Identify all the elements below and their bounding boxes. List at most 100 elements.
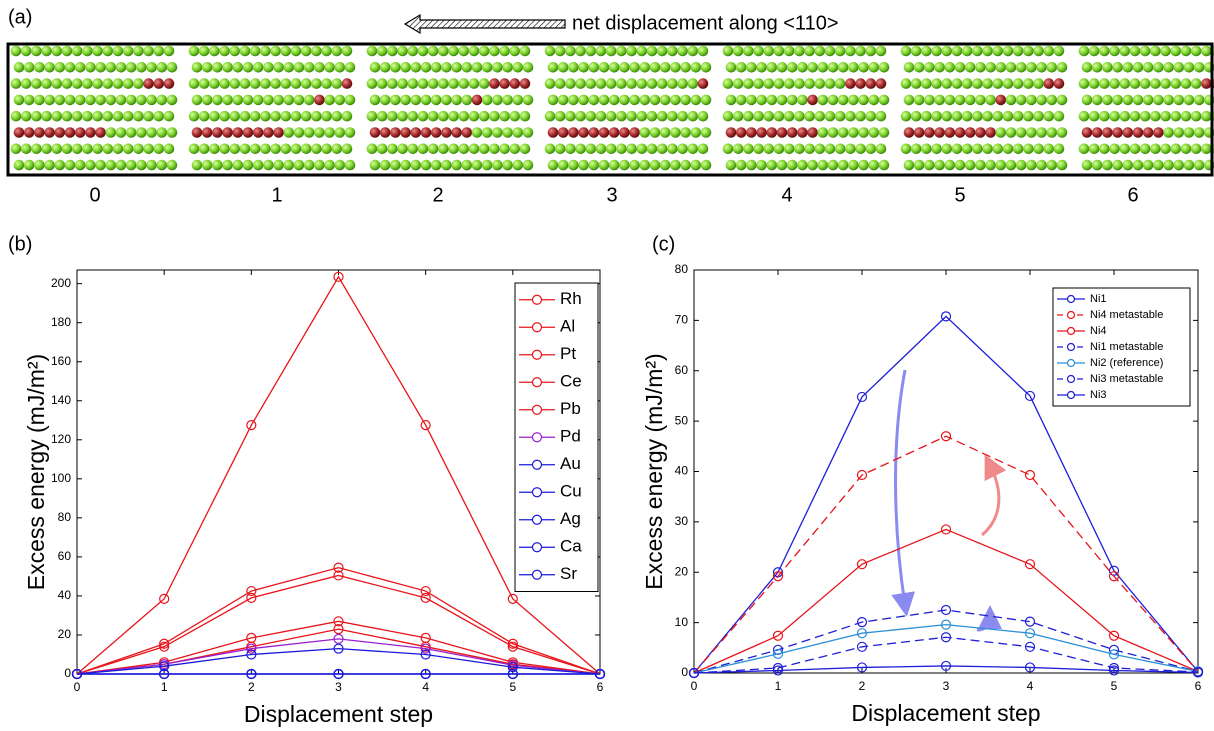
green-atom <box>722 45 734 57</box>
green-atom <box>807 62 818 73</box>
data-point <box>772 571 784 582</box>
green-atom <box>64 94 76 106</box>
green-atom <box>817 94 829 106</box>
red-atom <box>430 127 442 138</box>
green-atom <box>616 143 627 155</box>
y-tick-label: 180 <box>51 315 71 329</box>
green-atom <box>222 159 233 171</box>
green-atom <box>20 110 32 122</box>
green-atom <box>379 159 391 171</box>
green-atom <box>290 45 302 57</box>
green-atom <box>1043 143 1055 155</box>
green-atom <box>1053 110 1065 122</box>
green-atom <box>95 159 106 171</box>
data-point <box>1108 649 1120 660</box>
green-atom <box>10 78 22 89</box>
green-atom <box>608 159 620 171</box>
green-atom <box>910 78 922 89</box>
green-atom <box>10 143 22 155</box>
series-line <box>76 566 601 675</box>
legend-label: Au <box>560 454 581 473</box>
green-atom <box>913 159 925 171</box>
green-atom <box>700 127 712 138</box>
green-atom <box>568 94 579 106</box>
x-tick-label: 5 <box>1111 679 1118 693</box>
green-atom <box>900 143 912 155</box>
y-tick-label: 30 <box>675 514 689 528</box>
green-atom <box>41 143 52 155</box>
panel-label: (c) <box>652 233 675 255</box>
green-atom <box>369 94 381 106</box>
green-atom <box>481 62 493 73</box>
data-point <box>1024 390 1036 402</box>
green-atom <box>1088 110 1100 122</box>
green-atom <box>461 94 473 106</box>
green-atom <box>544 45 556 57</box>
green-atom <box>112 45 124 57</box>
green-atom <box>588 94 600 106</box>
green-atom <box>387 110 398 122</box>
green-atom <box>575 143 586 155</box>
green-atom <box>934 94 945 106</box>
green-atom <box>280 110 292 122</box>
red-atom <box>400 127 411 138</box>
red-atom <box>191 127 203 138</box>
green-atom <box>311 45 322 57</box>
green-atom <box>773 110 785 122</box>
data-point <box>333 643 344 654</box>
green-atom <box>575 78 586 89</box>
green-atom <box>964 159 976 171</box>
green-atom <box>794 143 805 155</box>
green-atom <box>92 143 103 155</box>
green-atom <box>1102 62 1113 73</box>
legend-label: Sr <box>560 564 577 583</box>
legend-label: Ag <box>560 509 581 528</box>
green-atom <box>636 143 648 155</box>
green-atom <box>260 78 271 89</box>
green-atom <box>639 62 651 73</box>
series-line <box>693 528 1199 674</box>
green-atom <box>972 78 983 89</box>
green-atom <box>1033 143 1044 155</box>
green-atom <box>687 143 699 155</box>
green-atom <box>924 62 935 73</box>
green-atom <box>814 110 826 122</box>
green-atom <box>85 159 96 171</box>
legend-label: Cu <box>560 482 582 501</box>
green-atom <box>260 110 271 122</box>
green-atom <box>1053 143 1065 155</box>
green-atom <box>817 62 829 73</box>
red-atom <box>547 127 559 138</box>
green-atom <box>122 78 134 89</box>
green-atom <box>438 143 449 155</box>
green-atom <box>1112 62 1123 73</box>
red-atom <box>786 127 798 138</box>
green-atom <box>964 62 976 73</box>
green-atom <box>1109 110 1120 122</box>
green-atom <box>407 78 419 89</box>
green-atom <box>270 110 281 122</box>
green-atom <box>1109 45 1120 57</box>
green-atom <box>1150 110 1161 122</box>
red-atom <box>746 127 757 138</box>
green-atom <box>837 159 849 171</box>
data-point <box>940 660 952 672</box>
green-atom <box>1005 159 1017 171</box>
trend-arrow <box>981 454 1007 537</box>
green-atom <box>136 62 147 73</box>
y-tick-label: 20 <box>58 627 72 641</box>
green-atom <box>191 159 203 171</box>
green-atom <box>229 110 241 122</box>
legend-marker <box>531 514 543 525</box>
data-point <box>333 668 344 680</box>
frame-label: 4 <box>781 184 792 206</box>
green-atom <box>458 110 470 122</box>
green-atom <box>743 110 754 122</box>
green-atom <box>756 94 767 106</box>
green-atom <box>300 78 312 89</box>
green-atom <box>303 94 315 106</box>
green-atom <box>331 45 343 57</box>
y-tick-label: 80 <box>675 262 689 276</box>
green-atom <box>753 110 764 122</box>
green-atom <box>1102 94 1113 106</box>
